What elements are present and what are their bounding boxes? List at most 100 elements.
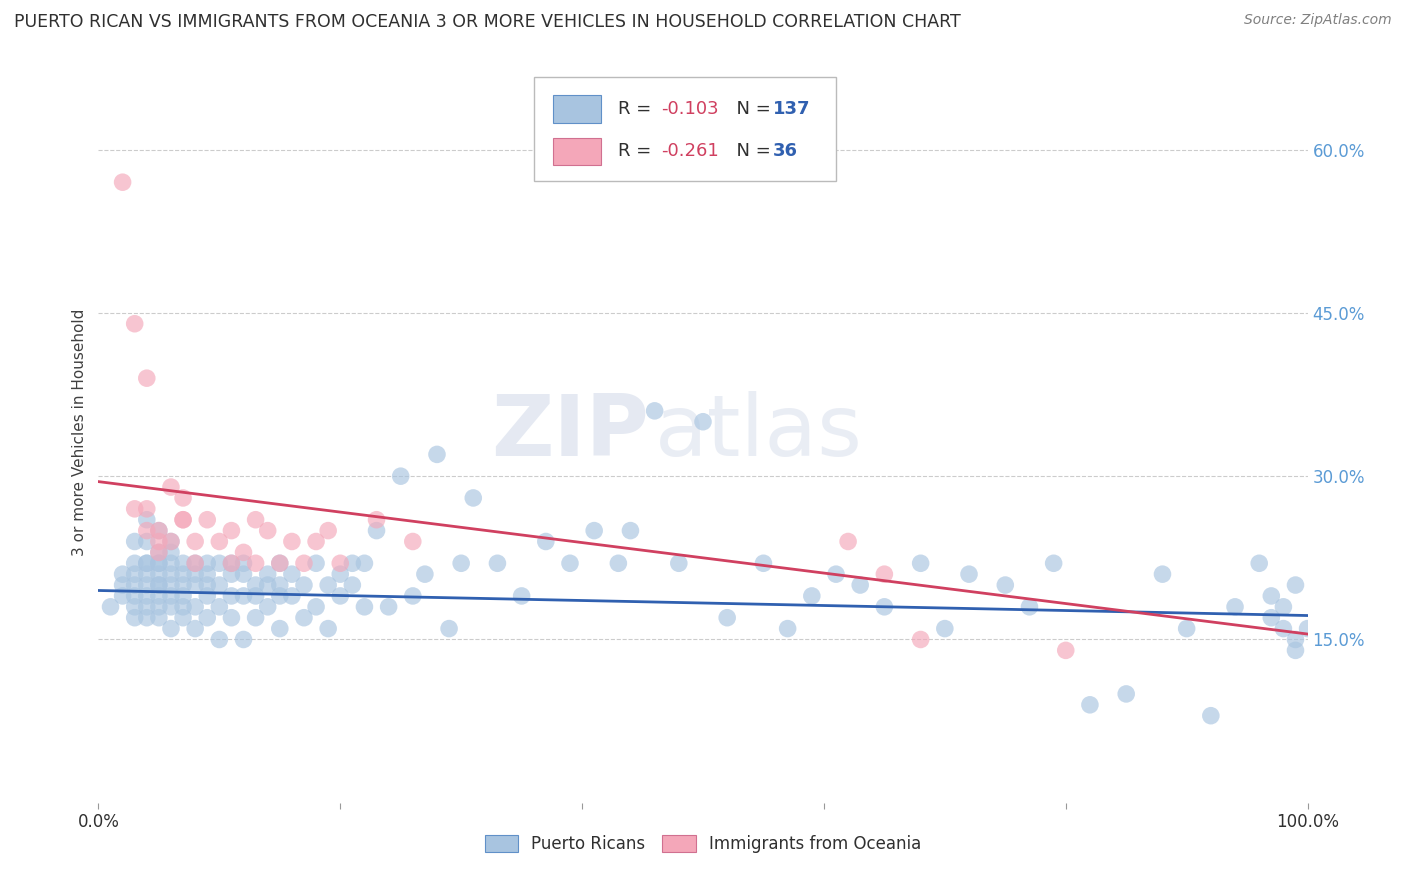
Point (135, 599, 157, 614)
Point (377, 599, 399, 614)
Point (135, 578, 157, 592)
Point (232, 545, 254, 559)
Point (957, 567, 980, 582)
Point (160, 480, 183, 494)
Point (172, 556, 194, 570)
Point (1260, 589, 1282, 603)
Point (1260, 611, 1282, 625)
Point (752, 556, 775, 570)
Text: PUERTO RICAN VS IMMIGRANTS FROM OCEANIA 3 OR MORE VEHICLES IN HOUSEHOLD CORRELAT: PUERTO RICAN VS IMMIGRANTS FROM OCEANIA … (14, 13, 960, 31)
Point (269, 589, 291, 603)
Point (342, 556, 364, 570)
Point (124, 611, 146, 625)
Point (184, 534, 207, 549)
Point (281, 589, 304, 603)
Point (534, 534, 557, 549)
Point (232, 556, 254, 570)
Point (1272, 599, 1295, 614)
Point (256, 524, 278, 538)
Point (100, 599, 122, 614)
Point (558, 556, 581, 570)
Point (269, 578, 291, 592)
Point (221, 611, 243, 625)
Point (135, 501, 157, 516)
Point (463, 491, 485, 505)
Point (195, 611, 218, 625)
Point (619, 524, 641, 538)
Point (910, 556, 932, 570)
Point (281, 534, 304, 549)
Point (1223, 599, 1246, 614)
FancyBboxPatch shape (534, 78, 837, 181)
Point (184, 556, 207, 570)
Point (849, 578, 872, 592)
Point (208, 599, 231, 614)
Point (148, 589, 170, 603)
Point (366, 524, 388, 538)
Point (148, 599, 170, 614)
Point (160, 556, 183, 570)
Point (135, 611, 157, 625)
Point (316, 622, 339, 636)
Text: R =: R = (619, 100, 658, 118)
Point (316, 524, 339, 538)
Point (221, 524, 243, 538)
Point (413, 567, 436, 582)
Point (583, 524, 606, 538)
Point (111, 567, 134, 582)
Point (124, 317, 146, 331)
Point (450, 556, 472, 570)
Point (111, 578, 134, 592)
Text: Source: ZipAtlas.com: Source: ZipAtlas.com (1244, 13, 1392, 28)
Point (160, 578, 183, 592)
Point (486, 556, 509, 570)
Point (208, 632, 231, 647)
Point (124, 567, 146, 582)
Point (148, 524, 170, 538)
Point (366, 513, 388, 527)
Text: N =: N = (724, 100, 776, 118)
Point (195, 513, 218, 527)
Point (148, 556, 170, 570)
Point (305, 534, 328, 549)
Point (221, 589, 243, 603)
Point (195, 589, 218, 603)
Point (148, 611, 170, 625)
Text: atlas: atlas (655, 391, 863, 475)
Point (1272, 622, 1295, 636)
Point (208, 534, 231, 549)
Point (184, 556, 207, 570)
FancyBboxPatch shape (553, 95, 602, 123)
Point (160, 589, 183, 603)
Point (232, 632, 254, 647)
Point (184, 599, 207, 614)
Point (342, 578, 364, 592)
Point (172, 589, 194, 603)
Point (124, 556, 146, 570)
Point (245, 513, 267, 527)
Text: N =: N = (724, 143, 776, 161)
Point (510, 589, 533, 603)
Point (135, 567, 157, 582)
Point (692, 415, 714, 429)
Point (124, 599, 146, 614)
Point (607, 556, 630, 570)
Point (1152, 567, 1174, 582)
Point (221, 567, 243, 582)
Point (1249, 556, 1271, 570)
Point (172, 513, 194, 527)
Point (208, 556, 231, 570)
Point (1284, 643, 1306, 657)
Point (148, 556, 170, 570)
Point (208, 578, 231, 592)
Point (245, 556, 267, 570)
Point (329, 567, 352, 582)
Point (873, 567, 896, 582)
Y-axis label: 3 or more Vehicles in Household: 3 or more Vehicles in Household (72, 309, 87, 557)
Point (148, 578, 170, 592)
Point (329, 589, 352, 603)
Point (172, 567, 194, 582)
Point (245, 611, 267, 625)
Point (1115, 687, 1137, 701)
Text: ZIP: ZIP (491, 391, 648, 475)
